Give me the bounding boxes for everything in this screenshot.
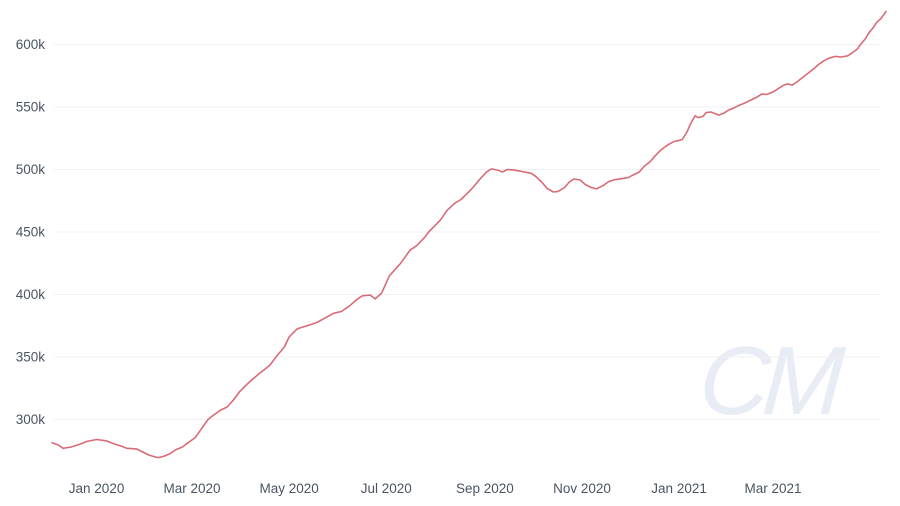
y-axis-tick-label: 450k (16, 225, 46, 240)
data-series-line[interactable] (51, 10, 887, 459)
x-axis-tick-label: Nov 2020 (553, 481, 611, 496)
x-axis-tick-label: Mar 2020 (164, 481, 221, 496)
x-axis-tick-label: Jan 2021 (651, 481, 707, 496)
y-axis-tick-label: 500k (16, 162, 46, 177)
y-axis-tick-label: 350k (16, 350, 46, 365)
y-axis-tick-label: 400k (16, 287, 46, 302)
x-axis-tick-label: Sep 2020 (456, 481, 514, 496)
y-axis-tick-label: 300k (16, 412, 46, 427)
x-axis-tick-label: May 2020 (260, 481, 319, 496)
x-axis-tick-label: Jul 2020 (361, 481, 412, 496)
x-axis-tick-label: Mar 2021 (744, 481, 801, 496)
x-axis-tick-label: Jan 2020 (69, 481, 125, 496)
y-axis-tick-label: 600k (16, 37, 46, 52)
y-axis-tick-label: 550k (16, 100, 46, 115)
